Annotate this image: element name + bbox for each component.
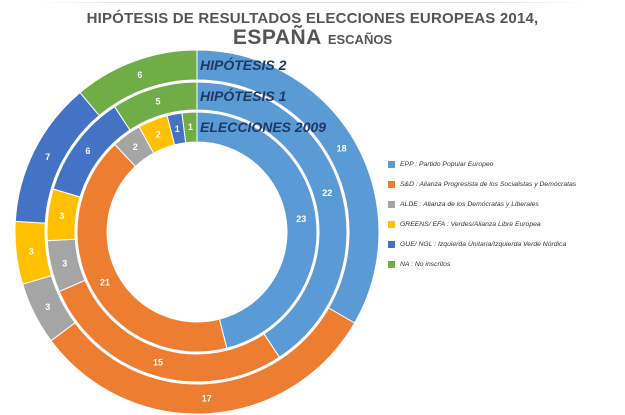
slice-label-3-5: 7 [45,152,50,162]
slice-3-6 [79,49,198,117]
slice-label-1-5: 1 [175,124,180,134]
slice-label-2-2: 15 [153,357,163,367]
series-label-1: ELECCIONES 2009 [200,119,326,135]
title-divider [40,2,585,3]
legend-swatch [388,260,395,268]
slice-label-3-2: 17 [202,394,212,404]
slice-label-2-5: 6 [85,146,90,156]
slice-1-6 [181,111,198,144]
slice-label-1-4: 2 [156,129,161,139]
slice-label-2-1: 22 [322,188,332,198]
legend-item: GREENS/ EFA : Verdes/Alianza Libre Europ… [388,214,618,234]
legend-item: GUE/ NGL : Izquierda Unitaria/Izquierda … [388,234,618,254]
slice-label-2-6: 5 [155,97,160,107]
slice-label-3-4: 3 [29,246,34,256]
legend-swatch [388,180,395,188]
legend-label: NA : No inscritos [400,260,451,268]
legend-item: ALDE : Alianza de los Demócratas y Liber… [388,194,618,214]
slice-label-1-3: 2 [133,142,138,152]
slice-2-6 [113,81,198,131]
legend-swatch [388,200,395,208]
chart-subtitle-unit: ESCAÑOS [327,32,393,47]
legend-label: ALDE : Alianza de los Demócratas y Liber… [400,200,539,208]
slice-label-3-1: 18 [337,144,347,154]
slice-label-3-6: 6 [137,70,142,80]
legend-item: EPP : Partido Popular Europeo [388,154,618,174]
series-label-3: HIPÓTESIS 2 [200,56,287,73]
slice-label-1-6: 1 [188,122,193,132]
series-label-2: HIPÓTESIS 1 [200,87,287,104]
slice-label-1-1: 23 [296,214,306,224]
slice-label-2-3: 3 [62,258,67,268]
legend-label: EPP : Partido Popular Europeo [400,160,494,168]
legend-swatch [388,160,395,168]
legend-swatch [388,220,395,228]
slice-label-1-2: 21 [100,278,110,288]
legend-swatch [388,240,395,248]
legend-label: S&D : Alianza Progresista de los Sociali… [400,180,577,188]
chart-legend: EPP : Partido Popular Europeo S&D : Alian… [388,154,618,274]
slice-1-1 [196,111,318,349]
legend-item: S&D : Alianza Progresista de los Sociali… [388,174,618,194]
legend-label: GREENS/ EFA : Verdes/Alianza Libre Europ… [400,220,541,228]
legend-item: NA : No inscritos [388,254,618,274]
legend-label: GUE/ NGL : Izquierda Unitaria/Izquierda … [400,240,567,248]
chart-title: HIPÓTESIS DE RESULTADOS ELECCIONES EUROP… [86,10,539,27]
chart-subtitle-country: ESPAÑA [232,26,322,49]
chart-subtitle: ESPAÑA ESCAÑOS [0,26,625,50]
slice-label-3-3: 3 [45,302,50,312]
slice-label-2-4: 3 [59,211,64,221]
